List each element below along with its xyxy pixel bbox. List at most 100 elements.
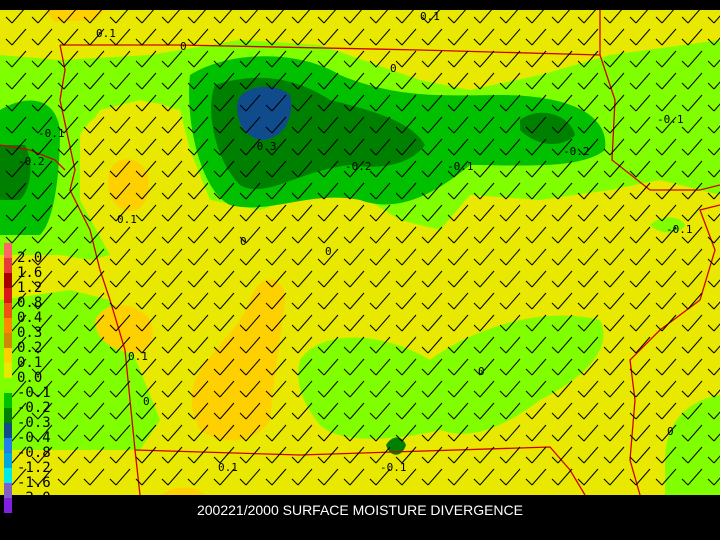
wind-barb (395, 204, 417, 222)
wind-barb (473, 446, 495, 464)
wind-barb (369, 248, 391, 266)
legend-swatch (4, 498, 12, 513)
wind-barb (161, 94, 183, 112)
contour-label: 0 (325, 245, 332, 258)
wind-barb (83, 28, 105, 46)
wind-barb (187, 292, 209, 310)
wind-barb (57, 28, 79, 46)
legend-swatch (4, 483, 12, 498)
wind-barb (265, 248, 287, 266)
wind-barb (317, 402, 339, 420)
negative-spot-ne (650, 217, 685, 233)
wind-barb (655, 94, 677, 112)
wind-barb (577, 204, 599, 222)
wind-barb (525, 116, 547, 134)
wind-barb (603, 182, 625, 200)
wind-barb (317, 380, 339, 398)
wind-barb (681, 10, 701, 24)
wind-barb (655, 446, 677, 464)
wind-barb (447, 468, 469, 486)
wind-barb (681, 402, 703, 420)
wind-barb (369, 468, 391, 486)
wind-barb (603, 314, 625, 332)
wind-barb (317, 226, 339, 244)
wind-barb (187, 424, 209, 442)
wind-barb (525, 292, 547, 310)
wind-barb (473, 336, 495, 354)
wind-barb (135, 424, 157, 442)
wind-barb (577, 292, 599, 310)
wind-barb (603, 28, 625, 46)
wind-barb (135, 204, 157, 222)
wind-barb (421, 446, 443, 464)
wind-barb (187, 10, 207, 24)
wind-barb (421, 292, 443, 310)
contour-label: -0.1 (38, 127, 65, 140)
wind-barb (525, 314, 547, 332)
wind-barb (213, 380, 235, 398)
legend-swatch (4, 468, 12, 483)
wind-barb (421, 72, 443, 90)
wind-barb (239, 182, 261, 200)
wind-barb (317, 10, 337, 24)
wind-barb (187, 160, 209, 178)
wind-barb (473, 358, 495, 376)
wind-barb (473, 292, 495, 310)
wind-barb (187, 226, 209, 244)
wind-barb (135, 402, 157, 420)
wind-barb (161, 182, 183, 200)
negative-region-central (298, 315, 604, 439)
wind-barb (213, 446, 235, 464)
wind-barb (291, 138, 313, 156)
wind-barb (31, 248, 53, 266)
wind-barb (213, 292, 235, 310)
wind-barb (239, 446, 261, 464)
legend-swatch (4, 258, 12, 273)
wind-barb (239, 116, 261, 134)
wind-barb (655, 314, 677, 332)
wind-barb (603, 468, 625, 486)
legend-label: -1.2 (17, 460, 51, 476)
wind-barb (629, 94, 651, 112)
wind-barb (681, 50, 703, 68)
wind-barb (213, 314, 235, 332)
wind-barb (213, 226, 235, 244)
wind-barb (161, 468, 183, 486)
wind-barb (421, 248, 443, 266)
wind-barb (187, 402, 209, 420)
wind-barb (629, 270, 651, 288)
wind-barb (187, 270, 209, 288)
wind-barb (525, 28, 547, 46)
wind-barb (707, 125, 720, 134)
wind-barb (499, 292, 521, 310)
wind-barb (265, 424, 287, 442)
wind-barb (577, 226, 599, 244)
wind-barb (31, 468, 53, 486)
wind-barb (629, 160, 651, 178)
wind-barb (473, 468, 495, 486)
wind-barb (447, 336, 469, 354)
wind-barb (603, 270, 625, 288)
wind-barb (551, 402, 573, 420)
wind-barb (473, 226, 495, 244)
wind-barb (31, 182, 53, 200)
wind-barb (525, 182, 547, 200)
wind-barb (291, 358, 313, 376)
contour-label: 0.1 (96, 27, 116, 40)
wind-barb (655, 358, 677, 376)
wind-barb (551, 336, 573, 354)
wind-barb (447, 292, 469, 310)
wind-barb (395, 380, 417, 398)
wind-barb (369, 94, 391, 112)
wind-barb (499, 94, 521, 112)
wind-barb (109, 160, 131, 178)
wind-barb (31, 314, 53, 332)
wind-barb (239, 314, 261, 332)
wind-barb (499, 358, 521, 376)
wind-barb (395, 402, 417, 420)
wind-barb (473, 116, 495, 134)
wind-barb (265, 28, 287, 46)
wind-barb (499, 446, 521, 464)
wind-barb (135, 116, 157, 134)
wind-barb (603, 358, 625, 376)
